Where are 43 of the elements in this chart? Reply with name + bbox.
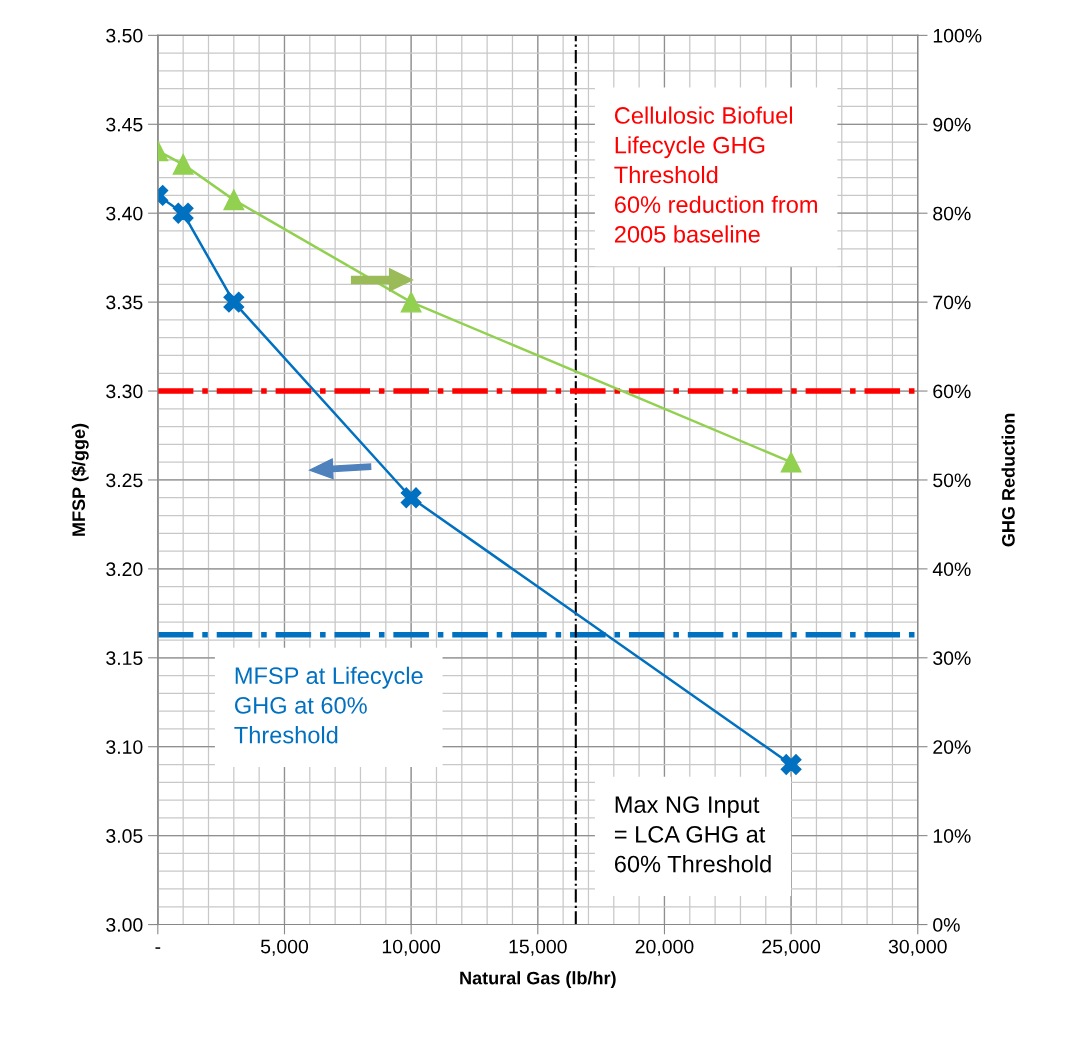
x-tick-label: 25,000 — [762, 939, 821, 956]
x-tick-label: 20,000 — [635, 939, 694, 956]
ref-line-label: Max NG Input = LCA GHG at 60% Threshold — [614, 796, 771, 873]
x-tick-label: 10,000 — [382, 939, 441, 956]
y-tick-label: 3.30 — [106, 384, 143, 399]
point — [172, 202, 194, 224]
y-tick-label: 3.15 — [106, 651, 143, 666]
y-axis-title: MFSP ($/gge) — [71, 423, 89, 536]
x-tick-label: 15,000 — [509, 939, 567, 956]
y-tick-label: 3.00 — [106, 918, 143, 932]
point — [400, 487, 422, 509]
y2-tick-label: 90% — [933, 117, 971, 132]
y2-tick-label: 80% — [933, 206, 971, 221]
x-tick-label: 5,000 — [260, 939, 309, 956]
y2-tick-label: 0% — [933, 918, 960, 932]
y2-tick-label: 100% — [933, 28, 982, 43]
y-tick-label: 3.05 — [106, 829, 143, 843]
y2-tick-label: 50% — [933, 473, 971, 488]
y2-tick-label: 70% — [933, 295, 971, 310]
y-tick-label: 3.40 — [106, 206, 143, 221]
point — [172, 153, 194, 175]
x-axis-title: Natural Gas (lb/hr) — [460, 971, 616, 988]
y-tick-label: 3.25 — [106, 473, 143, 488]
point — [400, 291, 422, 313]
x-tick-label: - — [155, 947, 161, 949]
x-tick-label: 30,000 — [888, 939, 947, 956]
y2-tick-label: 40% — [932, 562, 971, 577]
ref-line-label: Cellulosic Biofuel Lifecycle GHG Threshold 60% reduction from 2005 baseline — [614, 106, 817, 243]
y2-tick-label: 10% — [933, 829, 971, 843]
ref-line-label: MFSP at Lifecycle GHG at 60% Threshold — [234, 666, 423, 744]
y2-tick-label: 60% — [933, 384, 971, 399]
y-tick-label: 3.45 — [106, 117, 143, 132]
y-tick-label: 3.20 — [106, 562, 143, 577]
y2-tick-label: 20% — [933, 740, 971, 754]
point — [223, 291, 245, 313]
point — [780, 451, 802, 473]
y-tick-label: 3.35 — [106, 295, 143, 310]
point — [223, 189, 245, 211]
y-tick-label: 3.50 — [106, 28, 143, 43]
y2-axis-title: GHG Reduction — [1001, 413, 1015, 547]
y-tick-label: 3.10 — [106, 740, 143, 754]
y2-tick-label: 30% — [933, 651, 971, 666]
point — [780, 754, 802, 775]
